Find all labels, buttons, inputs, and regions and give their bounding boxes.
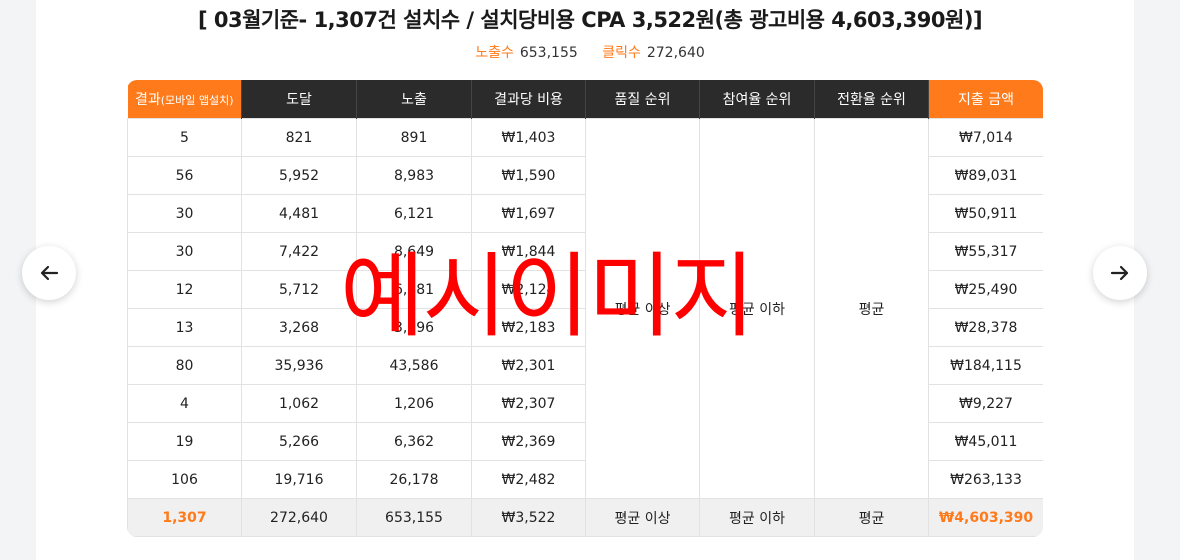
cell-impressions: 6,881	[356, 270, 472, 309]
summary-stats: 노출수 653,155 클릭수 272,640	[0, 42, 1180, 62]
cell-result: 106	[127, 460, 242, 499]
cell-quality-rank: 평균 이상	[585, 118, 700, 499]
cell-spend: ₩28,378	[928, 308, 1043, 347]
impressions-stat: 노출수 653,155	[475, 45, 582, 61]
arrow-left-icon	[40, 265, 59, 281]
cell-engagement-rank: 평균 이하	[699, 118, 815, 499]
total-conversion-rank: 평균	[814, 498, 929, 537]
cell-impressions: 3,396	[356, 308, 472, 347]
cell-reach: 5,266	[241, 422, 357, 461]
clicks-value: 272,640	[646, 45, 705, 61]
cell-cost-per-result: ₩2,307	[471, 384, 586, 423]
table-header-row: 결과(모바일 앱설치) 도달 노출 결과당 비용 품질 순위 참여율 순위 전환…	[127, 80, 1043, 119]
header-engagement-rank: 참여율 순위	[699, 80, 815, 119]
cell-result: 30	[127, 194, 242, 233]
cell-result: 12	[127, 270, 242, 309]
cell-spend: ₩184,115	[928, 346, 1043, 385]
header-result-sub: (모바일 앱설치)	[160, 94, 234, 107]
cell-spend: ₩7,014	[928, 118, 1043, 157]
cell-spend: ₩50,911	[928, 194, 1043, 233]
ad-results-table: 결과(모바일 앱설치) 도달 노출 결과당 비용 품질 순위 참여율 순위 전환…	[127, 80, 1043, 537]
cell-result: 13	[127, 308, 242, 347]
total-reach: 272,640	[241, 498, 357, 537]
cell-spend: ₩9,227	[928, 384, 1043, 423]
cell-impressions: 6,362	[356, 422, 472, 461]
clicks-label: 클릭수	[602, 45, 641, 61]
total-spend: ₩4,603,390	[928, 498, 1043, 537]
cell-reach: 3,268	[241, 308, 357, 347]
cell-impressions: 43,586	[356, 346, 472, 385]
cell-result: 56	[127, 156, 242, 195]
cell-cost-per-result: ₩2,124	[471, 270, 586, 309]
cell-spend: ₩45,011	[928, 422, 1043, 461]
cell-impressions: 8,983	[356, 156, 472, 195]
cell-reach: 19,716	[241, 460, 357, 499]
cell-impressions: 26,178	[356, 460, 472, 499]
header-cost-per-result: 결과당 비용	[471, 80, 586, 119]
table-row: 13 3,268 3,396 ₩2,183 ₩28,378	[127, 308, 1043, 347]
cell-spend: ₩263,133	[928, 460, 1043, 499]
cell-impressions: 891	[356, 118, 472, 157]
cell-reach: 4,481	[241, 194, 357, 233]
header-spend: 지출 금액	[928, 80, 1043, 119]
cell-cost-per-result: ₩1,403	[471, 118, 586, 157]
cell-result: 4	[127, 384, 242, 423]
table-row: 5 821 891 ₩1,403 평균 이상 평균 이하 평균 ₩7,014	[127, 118, 1043, 499]
table-row: 30 7,422 8,649 ₩1,844 ₩55,317	[127, 232, 1043, 271]
total-quality-rank: 평균 이상	[585, 498, 700, 537]
header-result-main: 결과	[134, 92, 161, 108]
impressions-label: 노출수	[475, 45, 514, 61]
cell-cost-per-result: ₩2,369	[471, 422, 586, 461]
cell-conversion-rank: 평균	[814, 118, 929, 499]
table-total-row: 1,307 272,640 653,155 ₩3,522 평균 이상 평균 이하 평균 ₩4,…	[127, 498, 1043, 537]
table-row: 56 5,952 8,983 ₩1,590 ₩89,031	[127, 156, 1043, 195]
table-row: 19 5,266 6,362 ₩2,369 ₩45,011	[127, 422, 1043, 461]
total-engagement-rank: 평균 이하	[699, 498, 815, 537]
table-row: 30 4,481 6,121 ₩1,697 ₩50,911	[127, 194, 1043, 233]
cell-result: 5	[127, 118, 242, 157]
cell-spend: ₩25,490	[928, 270, 1043, 309]
header-conversion-rank: 전환율 순위	[814, 80, 929, 119]
cell-impressions: 1,206	[356, 384, 472, 423]
header-result: 결과(모바일 앱설치)	[127, 80, 242, 119]
cell-reach: 5,712	[241, 270, 357, 309]
header-quality-rank: 품질 순위	[585, 80, 700, 119]
cell-cost-per-result: ₩2,301	[471, 346, 586, 385]
cell-cost-per-result: ₩2,482	[471, 460, 586, 499]
cell-reach: 35,936	[241, 346, 357, 385]
header-impressions: 노출	[356, 80, 472, 119]
cell-cost-per-result: ₩1,844	[471, 232, 586, 271]
total-cost-per-result: ₩3,522	[471, 498, 586, 537]
total-result: 1,307	[127, 498, 242, 537]
impressions-value: 653,155	[519, 45, 578, 61]
page-title: [ 03월기준- 1,307건 설치수 / 설치당비용 CPA 3,522원(총…	[197, 8, 983, 32]
cell-cost-per-result: ₩2,183	[471, 308, 586, 347]
cell-cost-per-result: ₩1,697	[471, 194, 586, 233]
clicks-stat: 클릭수 272,640	[602, 45, 705, 61]
total-impressions: 653,155	[356, 498, 472, 537]
cell-impressions: 8,649	[356, 232, 472, 271]
cell-result: 19	[127, 422, 242, 461]
cell-spend: ₩89,031	[928, 156, 1043, 195]
cell-reach: 1,062	[241, 384, 357, 423]
next-slide-button[interactable]	[1093, 246, 1147, 300]
cell-cost-per-result: ₩1,590	[471, 156, 586, 195]
arrow-right-icon	[1110, 265, 1129, 281]
cell-result: 30	[127, 232, 242, 271]
table-row: 4 1,062 1,206 ₩2,307 ₩9,227	[127, 384, 1043, 423]
cell-reach: 5,952	[241, 156, 357, 195]
cell-spend: ₩55,317	[928, 232, 1043, 271]
cell-reach: 821	[241, 118, 357, 157]
cell-reach: 7,422	[241, 232, 357, 271]
cell-impressions: 6,121	[356, 194, 472, 233]
prev-slide-button[interactable]	[22, 246, 76, 300]
cell-result: 80	[127, 346, 242, 385]
header-reach: 도달	[241, 80, 357, 119]
table-row: 80 35,936 43,586 ₩2,301 ₩184,115	[127, 346, 1043, 385]
